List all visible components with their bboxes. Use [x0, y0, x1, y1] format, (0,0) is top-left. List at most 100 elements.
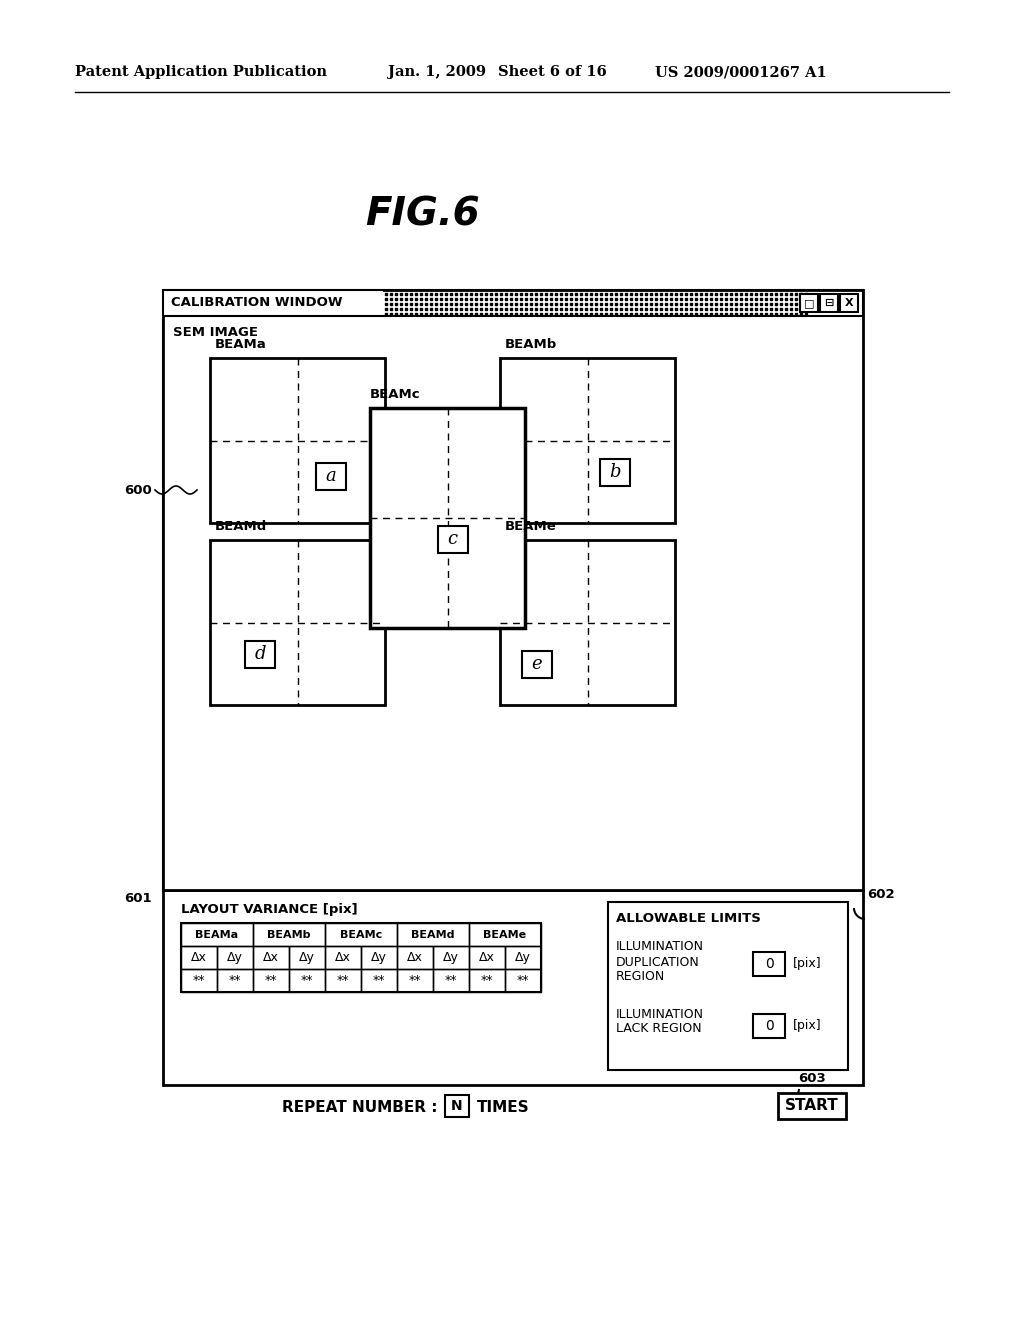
Bar	[163, 290, 863, 315]
Point	[643, 304, 659, 325]
Point	[773, 289, 790, 310]
Point	[593, 304, 609, 325]
Point	[433, 298, 450, 319]
Bar	[437, 525, 468, 553]
Point	[553, 284, 569, 305]
Point	[588, 293, 604, 314]
Bar	[181, 969, 217, 993]
Point	[567, 284, 584, 305]
Bar	[500, 540, 675, 705]
Point	[543, 298, 559, 319]
Point	[523, 304, 540, 325]
Point	[538, 284, 554, 305]
Text: BEAMb: BEAMb	[267, 929, 310, 940]
Point	[753, 304, 769, 325]
Point	[482, 293, 499, 314]
Text: Δy: Δy	[299, 950, 315, 964]
Point	[668, 293, 684, 314]
Text: REGION: REGION	[616, 970, 666, 983]
Point	[663, 304, 679, 325]
Point	[433, 289, 450, 310]
Point	[558, 284, 574, 305]
Text: Δy: Δy	[227, 950, 243, 964]
Point	[598, 289, 614, 310]
Text: **: **	[193, 974, 205, 987]
Bar	[245, 640, 275, 668]
Point	[438, 298, 455, 319]
Point	[668, 298, 684, 319]
Text: TIMES: TIMES	[477, 1100, 529, 1114]
Point	[598, 284, 614, 305]
Point	[782, 293, 799, 314]
Point	[583, 304, 599, 325]
Point	[633, 298, 649, 319]
Point	[787, 304, 804, 325]
Text: **: **	[480, 974, 494, 987]
Point	[508, 304, 524, 325]
Point	[763, 304, 779, 325]
Point	[787, 298, 804, 319]
Point	[718, 289, 734, 310]
Point	[713, 298, 729, 319]
Point	[558, 289, 574, 310]
Point	[402, 298, 419, 319]
Point	[413, 293, 429, 314]
Point	[773, 298, 790, 319]
Point	[742, 298, 759, 319]
Point	[793, 298, 809, 319]
Point	[702, 293, 719, 314]
Bar	[433, 946, 469, 969]
Text: Δx: Δx	[335, 950, 351, 964]
Point	[798, 293, 814, 314]
Point	[793, 284, 809, 305]
Point	[742, 304, 759, 325]
Text: BEAMa: BEAMa	[215, 338, 266, 351]
Point	[408, 298, 424, 319]
Point	[558, 298, 574, 319]
Point	[518, 304, 535, 325]
Point	[493, 304, 509, 325]
Point	[778, 284, 795, 305]
Bar	[289, 969, 325, 993]
Text: BEAMc: BEAMc	[370, 388, 421, 401]
Bar	[469, 923, 541, 946]
Point	[608, 289, 625, 310]
Point	[383, 284, 399, 305]
Point	[583, 289, 599, 310]
Point	[572, 293, 589, 314]
Point	[433, 293, 450, 314]
Point	[428, 304, 444, 325]
Point	[397, 304, 414, 325]
Point	[442, 298, 459, 319]
Point	[643, 298, 659, 319]
Point	[773, 284, 790, 305]
Point	[782, 304, 799, 325]
Text: FIG.6: FIG.6	[365, 195, 479, 234]
Point	[378, 298, 394, 319]
Bar	[217, 946, 253, 969]
Point	[593, 284, 609, 305]
Point	[657, 298, 674, 319]
Point	[617, 293, 634, 314]
Point	[673, 284, 689, 305]
Point	[397, 298, 414, 319]
Point	[413, 304, 429, 325]
Text: DUPLICATION: DUPLICATION	[616, 956, 699, 969]
Point	[442, 289, 459, 310]
Point	[678, 289, 694, 310]
Bar	[433, 969, 469, 993]
Point	[778, 304, 795, 325]
Text: ALLOWABLE LIMITS: ALLOWABLE LIMITS	[616, 912, 761, 925]
Point	[623, 293, 639, 314]
Point	[482, 289, 499, 310]
Point	[383, 293, 399, 314]
Point	[408, 289, 424, 310]
Bar	[253, 946, 289, 969]
Point	[728, 304, 744, 325]
Point	[612, 304, 629, 325]
Point	[638, 284, 654, 305]
Text: Δy: Δy	[515, 950, 530, 964]
Point	[648, 293, 665, 314]
Point	[708, 293, 724, 314]
Point	[463, 304, 479, 325]
